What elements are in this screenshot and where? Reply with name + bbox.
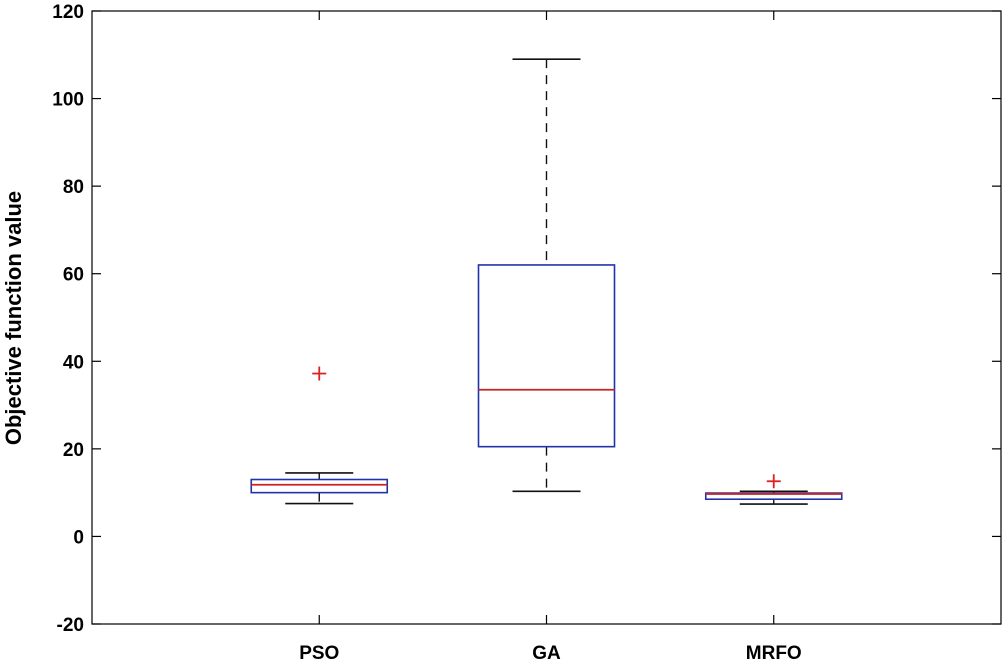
y-tick-label: 20: [63, 440, 84, 461]
box-mrfo: [704, 474, 843, 505]
box-ga: [477, 58, 616, 493]
x-tick-label: PSO: [299, 643, 339, 662]
y-axis-title: Objective function value: [1, 191, 26, 445]
y-tick-label: 40: [63, 352, 84, 373]
y-tick-label: 0: [73, 527, 84, 548]
box-iqr: [477, 264, 616, 448]
outlier-marker: [312, 366, 327, 381]
y-tick-label: 100: [52, 90, 84, 111]
boxes-layer: [250, 58, 843, 505]
y-tick-label: 120: [52, 2, 84, 23]
y-tick-label: 80: [63, 177, 84, 198]
box-pso: [250, 366, 389, 505]
x-tick-label: GA: [532, 643, 561, 662]
x-axis: PSO GA MRFO: [299, 11, 802, 662]
y-axis: -20 0 20 40 60 80 100 120: [52, 2, 1001, 636]
x-tick-label: MRFO: [746, 643, 802, 662]
outlier-marker: [766, 474, 781, 489]
y-tick-label: -20: [57, 615, 84, 636]
y-tick-label: 60: [63, 265, 84, 286]
box-iqr: [250, 478, 389, 494]
